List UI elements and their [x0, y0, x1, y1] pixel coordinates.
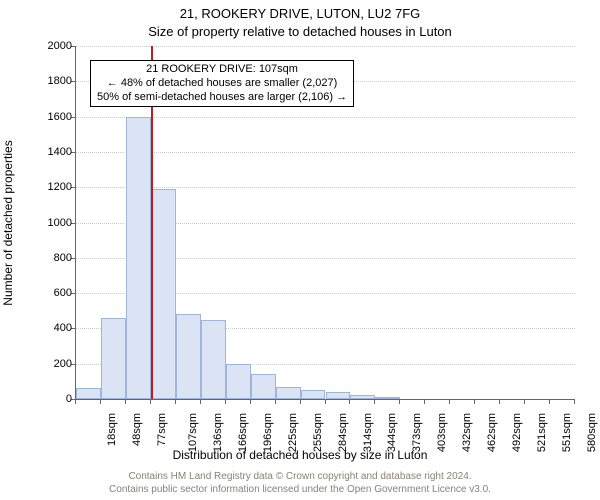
xtick-label: 18sqm — [106, 413, 118, 446]
x-axis-label: Distribution of detached houses by size … — [0, 448, 600, 462]
xtick-mark — [250, 400, 251, 404]
histogram-bar — [101, 318, 126, 399]
ytick-label: 800 — [27, 252, 72, 264]
xtick-label: 314sqm — [362, 413, 374, 452]
xtick-mark — [325, 400, 326, 404]
ytick-label: 600 — [27, 287, 72, 299]
histogram-bar — [276, 387, 301, 399]
histogram-bar — [151, 189, 176, 399]
xtick-label: 255sqm — [312, 413, 324, 452]
ytick-label: 1600 — [27, 111, 72, 123]
ytick-label: 200 — [27, 358, 72, 370]
xtick-label: 107sqm — [187, 413, 199, 452]
ytick-label: 1000 — [27, 217, 72, 229]
xtick-label: 77sqm — [156, 413, 168, 446]
xtick-mark — [374, 400, 375, 404]
ytick-label: 0 — [27, 393, 72, 405]
xtick-mark — [449, 400, 450, 404]
xtick-label: 492sqm — [511, 413, 523, 452]
xtick-label: 284sqm — [337, 413, 349, 452]
xtick-label: 166sqm — [237, 413, 249, 452]
ytick-label: 400 — [27, 322, 72, 334]
xtick-label: 225sqm — [287, 413, 299, 452]
xtick-mark — [300, 400, 301, 404]
xtick-label: 432sqm — [461, 413, 473, 452]
histogram-bar — [301, 390, 326, 399]
chart-title-line2: Size of property relative to detached ho… — [0, 24, 600, 39]
xtick-label: 373sqm — [412, 413, 424, 452]
chart-title-line1: 21, ROOKERY DRIVE, LUTON, LU2 7FG — [0, 6, 600, 21]
xtick-mark — [349, 400, 350, 404]
histogram-bar — [126, 117, 151, 399]
xtick-label: 580sqm — [586, 413, 598, 452]
histogram-bar — [326, 392, 351, 399]
xtick-mark — [175, 400, 176, 404]
chart-root: 21, ROOKERY DRIVE, LUTON, LU2 7FG Size o… — [0, 0, 600, 500]
histogram-bar — [76, 388, 101, 399]
xtick-mark — [474, 400, 475, 404]
xtick-label: 344sqm — [387, 413, 399, 452]
xtick-label: 521sqm — [536, 413, 548, 452]
annotation-line2: ← 48% of detached houses are smaller (2,… — [97, 77, 347, 91]
xtick-mark — [424, 400, 425, 404]
xtick-mark — [275, 400, 276, 404]
histogram-bar — [350, 395, 375, 399]
ytick-label: 2000 — [27, 40, 72, 52]
xtick-label: 196sqm — [262, 413, 274, 452]
xtick-mark — [100, 400, 101, 404]
annotation-line3: 50% of semi-detached houses are larger (… — [97, 91, 347, 105]
xtick-mark — [399, 400, 400, 404]
xtick-mark — [125, 400, 126, 404]
xtick-label: 551sqm — [561, 413, 573, 452]
xtick-mark — [200, 400, 201, 404]
ytick-label: 1800 — [27, 75, 72, 87]
histogram-bar — [226, 364, 251, 399]
annotation-box: 21 ROOKERY DRIVE: 107sqm ← 48% of detach… — [90, 60, 354, 107]
xtick-mark — [549, 400, 550, 404]
histogram-bar — [201, 320, 226, 399]
xtick-mark — [499, 400, 500, 404]
xtick-mark — [524, 400, 525, 404]
ytick-label: 1200 — [27, 181, 72, 193]
histogram-bar — [176, 314, 201, 399]
xtick-label: 136sqm — [212, 413, 224, 452]
footer-line1: Contains HM Land Registry data © Crown c… — [0, 471, 600, 484]
xtick-label: 48sqm — [131, 413, 143, 446]
footer-line2: Contains public sector information licen… — [0, 484, 600, 497]
xtick-label: 403sqm — [436, 413, 448, 452]
xtick-mark — [150, 400, 151, 404]
xtick-mark — [225, 400, 226, 404]
histogram-bar — [375, 397, 400, 399]
annotation-line1: 21 ROOKERY DRIVE: 107sqm — [97, 63, 347, 77]
histogram-bar — [251, 374, 276, 399]
xtick-mark — [75, 400, 76, 404]
y-axis-label: Number of detached properties — [1, 58, 15, 223]
ytick-label: 1400 — [27, 146, 72, 158]
footer: Contains HM Land Registry data © Crown c… — [0, 471, 600, 496]
xtick-label: 462sqm — [486, 413, 498, 452]
xtick-mark — [574, 400, 575, 404]
